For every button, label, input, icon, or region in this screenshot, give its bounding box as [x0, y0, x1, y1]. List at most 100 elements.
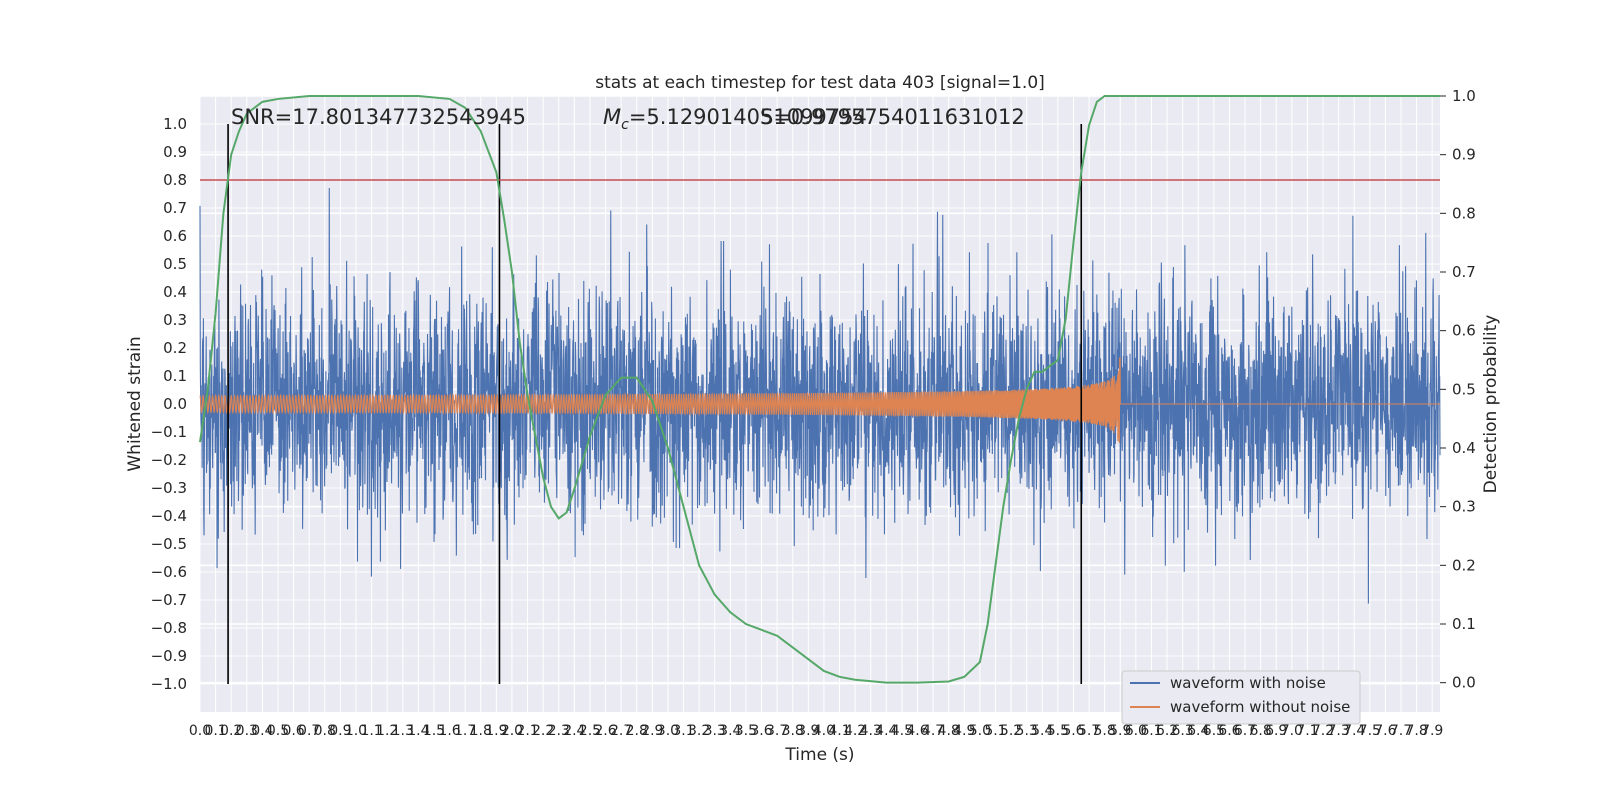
y-tick-label: −0.6 [151, 563, 187, 581]
legend: waveform with noise waveform without noi… [1121, 670, 1361, 725]
x-tick-label: 1.2 [376, 723, 398, 739]
x-tick-label: 6.3 [1172, 723, 1194, 739]
x-tick-label: 4.7 [922, 723, 944, 739]
x-tick-label: 0.3 [236, 723, 258, 739]
y-right-tick-label: 1.0 [1452, 87, 1476, 105]
x-tick-label: 7.9 [1421, 723, 1443, 739]
y-tick-label: −1.0 [151, 675, 187, 693]
x-tick-label: 0.2 [220, 723, 242, 739]
y-tick-label: 0.8 [163, 171, 187, 189]
series-waveform-without-noise [199, 357, 1440, 444]
y-tick-label: −0.8 [151, 619, 187, 637]
y-right-tick-label: 0.8 [1452, 204, 1476, 222]
y-tick-label: 1.0 [163, 115, 187, 133]
x-tick-label: 3.9 [797, 723, 819, 739]
x-tick-label: 3.4 [719, 723, 741, 739]
x-tick-label: 2.0 [501, 723, 523, 739]
chart-title: stats at each timestep for test data 403… [595, 73, 1045, 93]
x-tick-label: 6.9 [1265, 723, 1287, 739]
y-tick-label: 0.4 [163, 283, 187, 301]
chirp-mass-subscript: c [621, 117, 629, 133]
x-tick-label: 2.3 [548, 723, 570, 739]
y-tick-label: −0.2 [151, 451, 187, 469]
y-tick-label: 0.3 [163, 311, 187, 329]
y-right-tick-label: 0.9 [1452, 146, 1476, 164]
y-tick-label: 0.5 [163, 255, 187, 273]
x-tick-label: 5.3 [1016, 723, 1038, 739]
x-tick-label: 7.8 [1405, 723, 1427, 739]
chirp-mass-symbol: M [603, 105, 621, 129]
x-tick-label: 1.1 [360, 723, 382, 739]
snr-annotation: SNR=17.801347732543945 [231, 105, 526, 129]
x-tick-label: 4.6 [906, 723, 928, 739]
x-tick-label: 5.2 [1000, 723, 1022, 739]
y-tick-label: 0.1 [163, 367, 187, 385]
x-tick-label: 7.7 [1390, 723, 1412, 739]
y-right-tick-label: 0.5 [1452, 380, 1476, 398]
x-tick-label: 1.4 [407, 723, 429, 739]
x-tick-label: 3.3 [704, 723, 726, 739]
x-tick-label: 6.7 [1234, 723, 1256, 739]
x-tick-labels: 0.00.10.20.30.40.50.60.70.80.91.01.11.21… [189, 723, 1443, 739]
y-tick-label: −0.9 [151, 647, 187, 665]
detection-probability-line [199, 95, 1440, 684]
x-tick-label: 1.7 [454, 723, 476, 739]
noisy-waveform-line [199, 187, 1441, 604]
y-right-tick-label: 0.3 [1452, 498, 1476, 516]
x-tick-label: 5.6 [1062, 723, 1084, 739]
x-tick-label: 3.5 [735, 723, 757, 739]
x-tick-label: 3.8 [782, 723, 804, 739]
x-tick-label: 2.7 [610, 723, 632, 739]
y-right-tick-label: 0.1 [1452, 615, 1476, 633]
y-right-tick-label: 0.7 [1452, 263, 1476, 281]
x-tick-label: 6.6 [1218, 723, 1240, 739]
x-tick-label: 7.3 [1327, 723, 1349, 739]
y-axis-label: Whitened strain [125, 336, 145, 471]
x-tick-label: 6.0 [1125, 723, 1147, 739]
x-tick-label: 4.0 [813, 723, 835, 739]
x-tick-label: 3.6 [750, 723, 772, 739]
x-tick-label: 5.4 [1031, 723, 1053, 739]
x-tick-label: 2.6 [594, 723, 616, 739]
y-tick-label: −0.7 [151, 591, 187, 609]
x-tick-label: 4.5 [891, 723, 913, 739]
y-right-axis-label: Detection probability [1481, 315, 1501, 494]
x-tick-label: 3.7 [766, 723, 788, 739]
x-tick-label: 6.2 [1156, 723, 1178, 739]
x-tick-label: 7.2 [1312, 723, 1334, 739]
y-tick-label: −0.1 [151, 423, 187, 441]
clean-waveform-line [199, 357, 1440, 444]
x-tick-label: 5.9 [1109, 723, 1131, 739]
x-tick-label: 1.3 [392, 723, 414, 739]
x-tick-label: 5.0 [969, 723, 991, 739]
x-tick-label: 1.5 [423, 723, 445, 739]
vertical-markers [227, 124, 1083, 684]
x-tick-label: 1.0 [345, 723, 367, 739]
x-tick-label: 4.4 [875, 723, 897, 739]
x-tick-label: 0.9 [329, 723, 351, 739]
x-tick-label: 3.2 [688, 723, 710, 739]
y-tick-label: 0.2 [163, 339, 187, 357]
y-right-tick-label: 0.4 [1452, 439, 1476, 457]
chirp-mass-annotation: Mc=5.129014051099754 [603, 105, 867, 133]
x-tick-label: 7.0 [1281, 723, 1303, 739]
x-tick-label: 2.1 [516, 723, 538, 739]
x-tick-label: 5.1 [984, 723, 1006, 739]
x-tick-label: 7.6 [1374, 723, 1396, 739]
x-tick-label: 2.4 [563, 723, 585, 739]
y-right-tick-labels: 0.0 0.1 0.2 0.3 0.4 0.5 0.6 0.7 0.8 0.9 1.0 [1440, 87, 1476, 692]
x-tick-label: 3.0 [657, 723, 679, 739]
x-tick-label: 6.8 [1249, 723, 1271, 739]
x-tick-label: 3.1 [672, 723, 694, 739]
y-right-tick-label: 0.6 [1452, 322, 1476, 340]
y-tick-label: 0.0 [163, 395, 187, 413]
y-tick-label: 0.7 [163, 199, 187, 217]
x-axis-label: Time (s) [784, 745, 854, 765]
series-detection-probability [199, 95, 1440, 684]
x-tick-label: 0.5 [267, 723, 289, 739]
x-tick-label: 0.1 [204, 723, 226, 739]
x-tick-label: 0.6 [282, 723, 304, 739]
x-tick-label: 2.5 [579, 723, 601, 739]
x-tick-label: 7.1 [1296, 723, 1318, 739]
